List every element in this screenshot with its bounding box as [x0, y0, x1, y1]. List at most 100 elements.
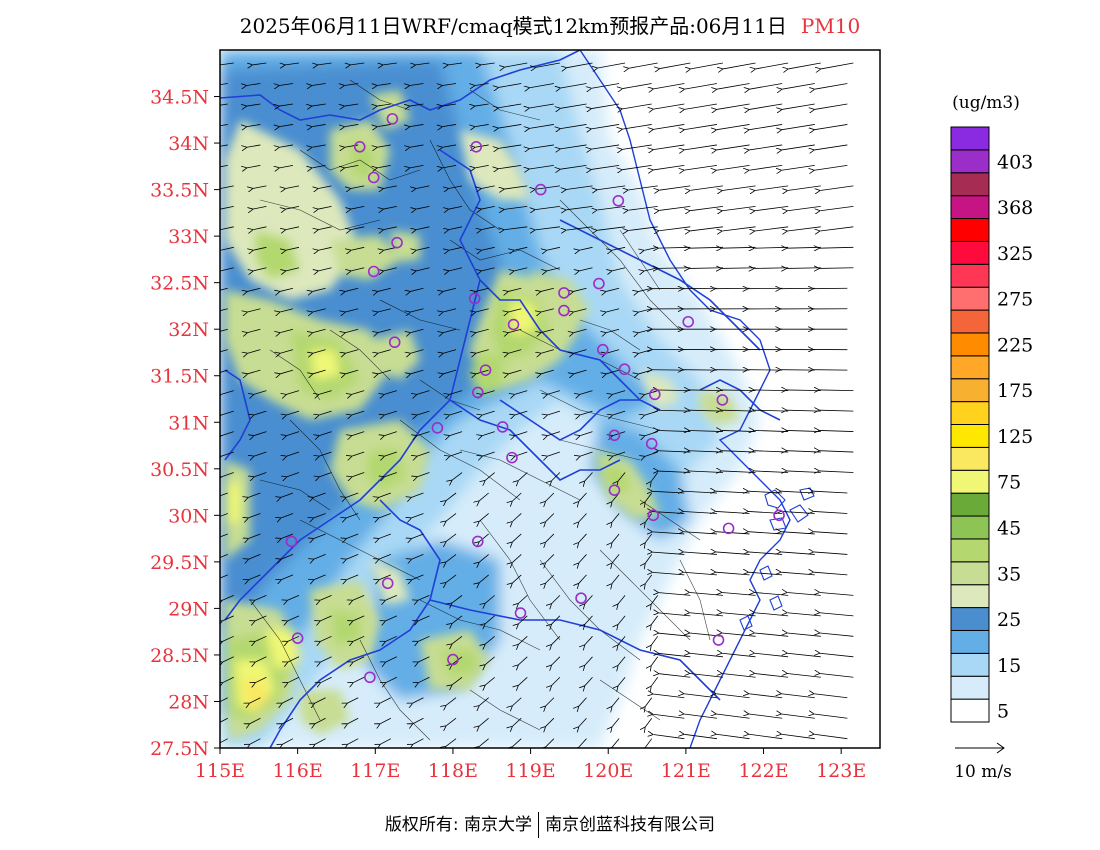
colorbar-label: 368: [997, 197, 1033, 219]
wind-arrow: [384, 226, 397, 230]
wind-arrow: [819, 410, 854, 411]
wind-arrow: [418, 595, 430, 600]
wind-arrow: [417, 451, 430, 456]
wind-arrow: [475, 103, 489, 106]
wind-arrow: [552, 595, 561, 603]
wind-arrow: [574, 349, 587, 354]
wind-arrow: [220, 554, 228, 558]
wind-arrow: [247, 287, 261, 291]
wind-arrow: [755, 226, 789, 231]
wind-arrow: [221, 431, 234, 436]
wind-arrow: [448, 63, 463, 65]
wind-arrow: [254, 472, 267, 477]
site-marker: [647, 509, 660, 522]
wind-arrow: [546, 717, 555, 726]
wind-arrow: [351, 205, 365, 209]
wind-arrow: [536, 62, 560, 67]
wind-arrow: [450, 410, 463, 415]
wind-arrow: [509, 349, 522, 354]
wind-arrow: [446, 697, 457, 706]
wind-arrow: [684, 734, 717, 740]
wind-arrow: [411, 349, 424, 354]
wind-arrow: [530, 103, 554, 108]
wind-arrow: [249, 533, 261, 539]
wind-arrow: [220, 369, 228, 373]
wind-arrow: [515, 410, 528, 415]
wind-arrow: [223, 676, 234, 682]
wind-arrow: [443, 144, 457, 147]
wind-arrow: [723, 62, 756, 69]
wind-arrow: [482, 410, 495, 415]
wind-arrow: [653, 144, 685, 150]
lat-tick-label: 29N: [168, 598, 209, 620]
wind-arrow: [253, 63, 267, 65]
wind-arrow: [819, 268, 854, 269]
wind-arrow: [653, 165, 685, 170]
wind-arrow: [606, 308, 620, 312]
wind-arrow: [482, 451, 495, 456]
wind-arrow: [684, 714, 717, 719]
wind-arrow: [312, 165, 326, 167]
wind-arrow: [482, 390, 495, 395]
wind-arrow: [348, 738, 359, 745]
wind-arrow: [598, 62, 626, 68]
wind-arrow: [279, 103, 294, 106]
wind-arrow: [319, 431, 332, 436]
wind-arrow: [279, 84, 294, 86]
colorbar-swatch: [950, 149, 990, 174]
wind-arrow: [220, 308, 228, 312]
site-marker: [507, 318, 520, 331]
islands: [739, 487, 815, 631]
footer: 版权所有: 南京大学 南京创蓝科技有限公司: [0, 810, 1100, 838]
wind-arrow: [645, 738, 653, 748]
wind-arrow: [320, 595, 332, 600]
wind-arrow: [541, 308, 554, 312]
wind-arrow: [597, 205, 626, 210]
wind-arrow: [820, 226, 854, 231]
wind-arrow: [653, 735, 685, 740]
wind-arrow: [560, 144, 587, 149]
wind-arrow: [654, 103, 685, 109]
wind-arrow: [313, 349, 326, 354]
wind-arrow: [514, 246, 528, 250]
wind-arrow: [418, 615, 430, 621]
wind-arrow: [352, 390, 365, 395]
colorbar-swatch: [950, 652, 990, 677]
wind-arrow: [814, 511, 848, 513]
wind-arrow: [220, 103, 228, 106]
colorbar-label: 325: [997, 243, 1033, 265]
wind-arrow: [220, 63, 234, 65]
colorbar-swatch: [950, 263, 990, 288]
site-marker: [479, 364, 492, 376]
wind-arrow: [579, 554, 587, 562]
wind-arrow: [645, 492, 653, 502]
wind-arrow: [442, 103, 457, 106]
wind-arrow: [579, 697, 587, 706]
wind-arrow: [280, 328, 294, 332]
wind-arrow: [685, 83, 718, 90]
wind-arrow: [220, 144, 228, 147]
wind-arrow: [446, 554, 457, 562]
wind-arrow: [820, 653, 854, 658]
colorbar-swatch: [950, 172, 990, 197]
wind-arrow: [691, 62, 724, 69]
wind-arrow: [717, 103, 750, 109]
site-marker: [593, 277, 605, 290]
wind-arrow: [315, 717, 326, 723]
wind-arrow: [449, 226, 463, 230]
wind-arrow: [787, 633, 821, 637]
wind-arrow: [684, 144, 718, 150]
colorbar-label: 225: [997, 334, 1033, 356]
wind-arrow: [547, 390, 560, 395]
lon-tick-label: 122E: [738, 760, 788, 782]
title-text: 2025年06月11日WRF/cmaq模式12km预报产品:06月11日: [239, 14, 787, 38]
wind-arrow: [481, 226, 495, 230]
wind-arrow: [287, 451, 300, 456]
wind-arrow: [345, 308, 359, 312]
site-marker: [291, 632, 304, 644]
colorbar-swatch: [950, 629, 990, 654]
wind-arrow: [722, 653, 756, 658]
wind-arrow: [597, 226, 626, 230]
wind-arrow: [628, 185, 658, 190]
